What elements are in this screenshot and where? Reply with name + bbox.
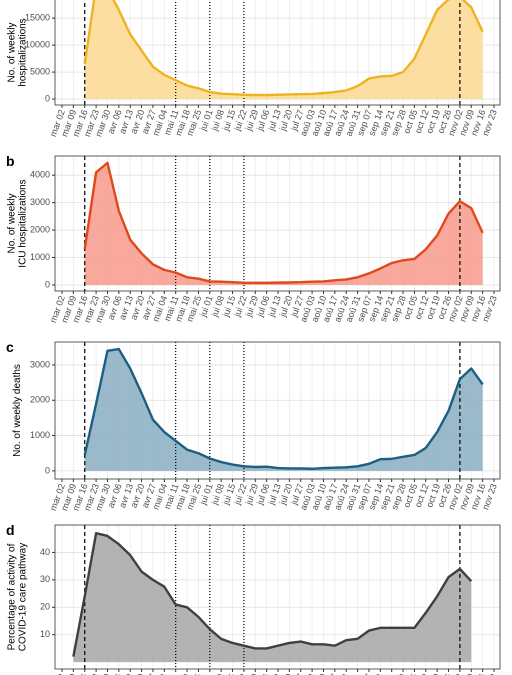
y-tick-label: 1000 — [30, 430, 50, 440]
y-axis-label: No. of weekly — [7, 193, 18, 253]
x-tick-label: avr 27 — [140, 672, 158, 675]
x-tick-label: sep 28 — [389, 672, 408, 675]
panel-label: c — [6, 339, 14, 355]
y-axis-label: COVID-19 care pathway — [18, 543, 29, 651]
x-tick-label: aoû 31 — [344, 672, 363, 675]
x-tick-label: aoû 24 — [332, 672, 351, 675]
x-tick-label: aoû 10 — [310, 672, 329, 675]
x-tick-label: mar 23 — [82, 672, 101, 675]
x-tick-label: nov 16 — [469, 672, 488, 675]
y-axis-label: No. of weekly deaths — [12, 364, 23, 457]
x-tick-label: jui 15 — [220, 672, 237, 675]
x-tick-label: avr 20 — [129, 672, 147, 675]
x-tick-label: mai 11 — [162, 672, 180, 675]
y-tick-label: 0 — [45, 465, 50, 475]
x-tick-label: avr 13 — [117, 672, 135, 675]
y-tick-label: 2000 — [30, 224, 50, 234]
area — [84, 349, 483, 471]
x-tick-label: mar 16 — [71, 672, 90, 675]
line — [72, 532, 473, 657]
y-axis-label: No. of weekly — [7, 22, 18, 82]
y-tick-label: 10000 — [25, 39, 50, 49]
x-tick-label: mai 18 — [173, 672, 192, 675]
x-tick-label: oct 26 — [436, 672, 454, 675]
x-tick-label: aoû 17 — [321, 672, 340, 675]
y-tick-label: 20 — [40, 602, 50, 612]
x-tick-label: nov 23 — [480, 672, 499, 675]
x-tick-label: mar 02 — [48, 672, 67, 675]
x-tick-label: jui 29 — [243, 672, 260, 675]
x-tick-label: mai 04 — [151, 672, 170, 675]
x-tick-label: nov 09 — [458, 672, 477, 675]
panel-label: b — [6, 153, 15, 169]
x-tick-label: oct 19 — [424, 672, 442, 675]
y-tick-label: 40 — [40, 547, 50, 557]
line — [83, 347, 484, 470]
x-tick-label: jul 27 — [289, 672, 306, 675]
x-tick-label: sep 21 — [378, 672, 397, 675]
area — [84, 162, 483, 285]
x-tick-label: sep 14 — [367, 672, 386, 675]
y-tick-label: 10 — [40, 629, 50, 639]
y-tick-label: 3000 — [30, 359, 50, 369]
x-tick-label: oct 12 — [413, 672, 431, 675]
x-tick-label: sep 07 — [355, 672, 374, 675]
y-tick-label: 2000 — [30, 395, 50, 405]
y-axis-label: Percentage of activity of — [7, 543, 18, 650]
y-tick-label: 1000 — [30, 252, 50, 262]
y-tick-label: 0 — [45, 93, 50, 103]
y-tick-label: 4000 — [30, 170, 50, 180]
y-tick-label: 0 — [45, 279, 50, 289]
x-tick-label: jui 08 — [209, 672, 226, 675]
x-tick-label: mar 30 — [93, 672, 112, 675]
x-tick-label: mar 09 — [59, 672, 78, 675]
area — [84, 0, 483, 100]
x-tick-label: jui 22 — [232, 672, 249, 675]
x-tick-label: jul 06 — [254, 672, 271, 675]
line — [83, 161, 484, 284]
y-tick-label: 30 — [40, 574, 50, 584]
y-tick-label: 15000 — [25, 13, 50, 23]
x-tick-label: nov 02 — [446, 672, 465, 675]
x-tick-label: oct 05 — [402, 672, 420, 675]
x-tick-label: mai 25 — [185, 672, 204, 675]
y-axis-label: hospitalizations — [18, 18, 29, 86]
x-tick-label: jul 20 — [277, 672, 294, 675]
x-tick-label: jul 13 — [266, 672, 283, 675]
y-tick-label: 3000 — [30, 197, 50, 207]
y-axis-label: ICU hospitalizations — [18, 179, 29, 267]
line — [83, 0, 484, 97]
panel-label: d — [6, 522, 15, 538]
x-tick-label: jui 01 — [198, 672, 215, 675]
x-tick-label: avr 06 — [106, 672, 124, 675]
x-tick-label: aoû 03 — [298, 672, 317, 675]
y-tick-label: 5000 — [30, 66, 50, 76]
